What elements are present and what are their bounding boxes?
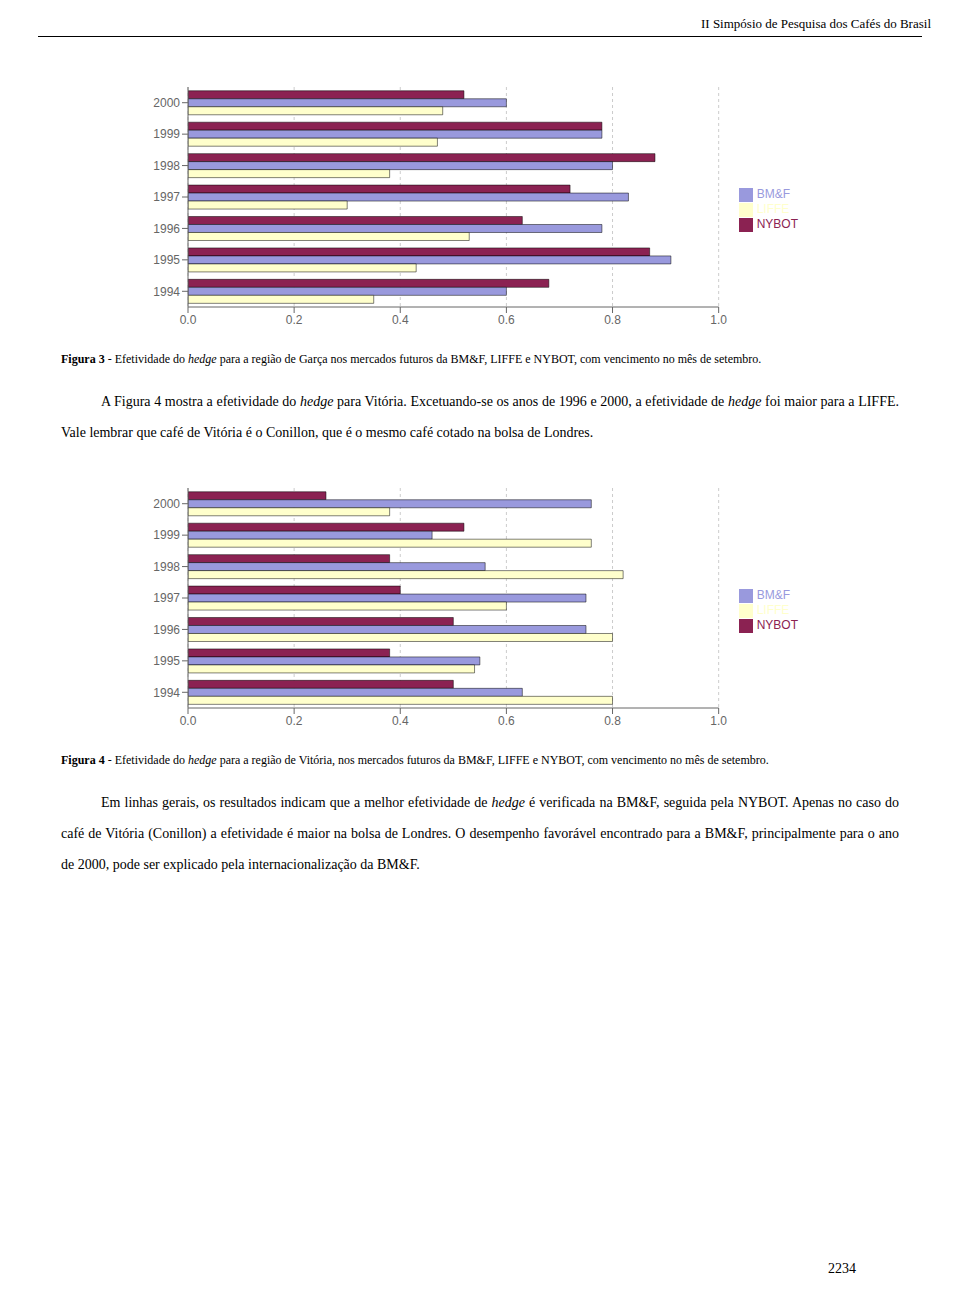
svg-text:0.6: 0.6 xyxy=(498,313,515,327)
html-text:Em linhas gerais, os resultado: Em linhas gerais, os resultados indicam … xyxy=(61,795,899,872)
svg-text:0.0: 0.0 xyxy=(180,313,197,327)
svg-text:0.2: 0.2 xyxy=(286,313,303,327)
html-text:LIFFE: LIFFE xyxy=(756,202,790,217)
svg-text:2000: 2000 xyxy=(153,96,180,110)
svg-text:1997: 1997 xyxy=(153,591,180,605)
html-text:LIFFE: LIFFE xyxy=(756,603,790,618)
svg-text:1.0: 1.0 xyxy=(710,714,727,728)
html-text:BM&F: BM&F xyxy=(756,187,790,202)
svg-text:0.8: 0.8 xyxy=(604,714,621,728)
svg-text:1996: 1996 xyxy=(153,222,180,236)
html-text:NYBOT: NYBOT xyxy=(756,216,798,231)
html-text:Figura 4 - Efetividade do hedg: Figura 4 - Efetividade do hedge para a r… xyxy=(61,753,769,767)
svg-text:0.4: 0.4 xyxy=(392,313,409,327)
svg-text:1994: 1994 xyxy=(153,686,180,700)
svg-text:1998: 1998 xyxy=(153,560,180,574)
svg-text:1.0: 1.0 xyxy=(710,313,727,327)
svg-text:1994: 1994 xyxy=(153,285,180,299)
svg-text:1999: 1999 xyxy=(153,127,180,141)
svg-text:0.0: 0.0 xyxy=(180,714,197,728)
svg-text:1998: 1998 xyxy=(153,159,180,173)
svg-text:1995: 1995 xyxy=(153,253,180,267)
html-text:A Figura 4 mostra a efetividad: A Figura 4 mostra a efetividade do hedge… xyxy=(61,394,899,440)
html-text:2234: 2234 xyxy=(828,1261,856,1276)
html-text:II Simpósio de Pesquisa dos Ca: II Simpósio de Pesquisa dos Cafés do Bra… xyxy=(701,16,931,31)
svg-text:0.6: 0.6 xyxy=(498,714,515,728)
svg-text:0.8: 0.8 xyxy=(604,313,621,327)
svg-text:1999: 1999 xyxy=(153,528,180,542)
svg-text:0.4: 0.4 xyxy=(392,714,409,728)
html-text:Figura 3 - Efetividade do hedg: Figura 3 - Efetividade do hedge para a r… xyxy=(61,352,762,366)
svg-text:2000: 2000 xyxy=(153,497,180,511)
svg-text:1995: 1995 xyxy=(153,654,180,668)
html-text:BM&F: BM&F xyxy=(756,588,790,603)
html-text:NYBOT: NYBOT xyxy=(756,617,798,632)
svg-text:0.2: 0.2 xyxy=(286,714,303,728)
svg-text:1997: 1997 xyxy=(153,190,180,204)
svg-text:1996: 1996 xyxy=(153,623,180,637)
